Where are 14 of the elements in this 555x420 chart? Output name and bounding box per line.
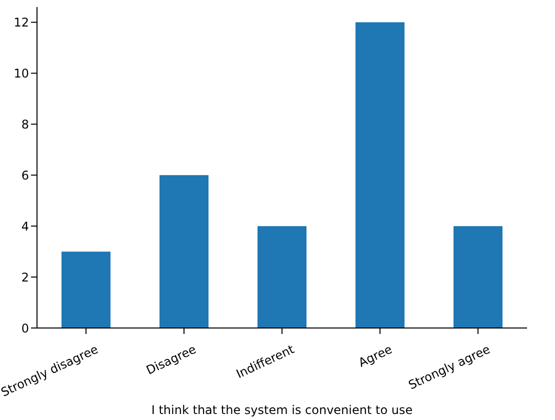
y-tick-label: 8 xyxy=(21,117,29,132)
y-tick-label: 2 xyxy=(21,270,29,284)
y-tick-label: 4 xyxy=(21,219,29,234)
y-tick-label: 6 xyxy=(21,168,29,182)
x-tick-label: Agree xyxy=(356,342,394,370)
y-tick-label: 10 xyxy=(14,66,29,80)
bar xyxy=(258,226,306,328)
bar xyxy=(356,22,404,328)
y-tick-label: 0 xyxy=(21,321,29,336)
bar xyxy=(160,175,208,328)
bar xyxy=(454,226,502,328)
x-axis-title: I think that the system is convenient to use xyxy=(151,403,413,417)
bar xyxy=(62,252,110,328)
y-tick-label: 12 xyxy=(14,16,29,30)
